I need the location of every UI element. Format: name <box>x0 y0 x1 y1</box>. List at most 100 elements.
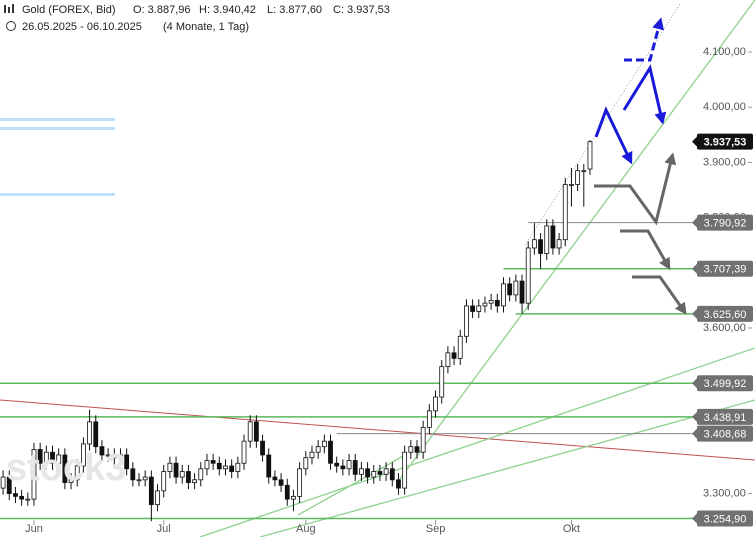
icon <box>12 4 14 13</box>
icon <box>8 7 10 13</box>
level-box <box>697 510 753 527</box>
candle-body <box>365 468 370 478</box>
candle-body <box>464 305 469 337</box>
candle-body <box>426 410 432 428</box>
candle-body <box>519 280 525 304</box>
candle-body <box>50 451 55 464</box>
candle-body <box>439 366 445 398</box>
ohlc-open: O: 3.887,96 <box>133 4 191 16</box>
zone <box>0 127 115 130</box>
ohlc-close: C: 3.937,53 <box>333 4 390 16</box>
level-label: 3.408,68 <box>704 429 747 441</box>
header: Gold (FOREX, Bid) O: 3.887,96 H: 3.940,4… <box>4 4 390 33</box>
level-label: 3.438,91 <box>704 412 747 424</box>
level-pointer <box>692 217 697 228</box>
candle-body <box>488 300 494 304</box>
candle-body <box>476 305 482 312</box>
period-note: (4 Monate, 1 Tag) <box>163 21 249 33</box>
candle-body <box>105 454 111 457</box>
candle-body <box>272 476 278 481</box>
candle-body <box>0 476 6 489</box>
candle-body <box>210 460 216 464</box>
trendline <box>396 0 755 484</box>
candle-body <box>587 141 593 170</box>
arrow <box>622 64 667 125</box>
level-box <box>697 425 753 442</box>
candle-body <box>62 454 68 483</box>
candle-body <box>74 465 80 481</box>
candle-body <box>235 462 241 472</box>
candle-body <box>19 495 25 500</box>
candle-body <box>494 300 500 307</box>
candle-body <box>118 454 123 459</box>
candle-body <box>433 396 438 412</box>
candle-body <box>278 479 284 486</box>
trendline <box>259 399 755 537</box>
arrow <box>594 106 633 165</box>
candle-body <box>383 468 389 475</box>
candle-body <box>531 239 537 249</box>
level-box <box>697 375 753 392</box>
arrow <box>620 229 671 271</box>
last-price-label: 3.937,53 <box>704 137 747 149</box>
level-pointer <box>692 308 697 319</box>
candle-body <box>6 476 12 495</box>
level-label: 3.254,90 <box>704 513 747 525</box>
level-label: 3.625,60 <box>704 309 747 321</box>
candle-body <box>198 468 204 481</box>
candle-body <box>192 479 198 483</box>
candle-body <box>99 446 105 456</box>
watermark: stock3 <box>6 447 126 489</box>
candle-body <box>87 421 92 445</box>
arrow <box>624 17 664 62</box>
last-price-pointer <box>692 136 697 147</box>
candle-body <box>186 471 191 483</box>
candle-body <box>328 440 333 464</box>
candle-body <box>420 426 426 453</box>
period: 26.05.2025 - 06.10.2025 <box>22 21 142 33</box>
candle-body <box>334 462 340 467</box>
candle-body <box>389 468 395 481</box>
instrument: Gold (FOREX, Bid) <box>22 4 116 16</box>
level-label: 3.790,92 <box>704 218 747 230</box>
candle-body <box>544 225 550 254</box>
trendline <box>524 3 681 246</box>
candle-body <box>291 495 296 500</box>
candle-body <box>253 421 259 442</box>
zone <box>0 193 115 196</box>
candle-body <box>223 465 228 470</box>
candle-body <box>148 476 154 506</box>
candle-body <box>204 460 210 470</box>
candle-body <box>581 170 587 173</box>
candle-body <box>142 476 148 481</box>
candle-body <box>501 283 506 307</box>
candle-body <box>575 170 581 185</box>
candle-body <box>56 454 62 464</box>
x-tick-label: Jul <box>157 523 171 535</box>
candle-body <box>229 465 235 472</box>
level-box <box>697 260 753 277</box>
projections <box>594 17 687 315</box>
ohlc-low: L: 3.877,60 <box>267 4 322 16</box>
candle-body <box>556 239 562 249</box>
level-box <box>697 305 753 322</box>
candle-body <box>414 446 420 453</box>
candle-body <box>266 454 272 478</box>
last-price-box <box>697 133 753 150</box>
price-labels: 3.790,92 3.707,39 3.625,60 3.499,92 3.438,91… <box>692 133 753 527</box>
x-tick-label: Aug <box>296 523 316 535</box>
y-tick-label: 3.900,00 <box>703 156 746 168</box>
candle-body <box>161 471 167 492</box>
trendline <box>0 399 755 461</box>
arrow <box>594 152 677 226</box>
candle-body <box>13 493 18 497</box>
candle-body <box>457 335 463 359</box>
level-pointer <box>692 428 697 439</box>
candle-body <box>173 462 179 478</box>
x-tick-label: Jun <box>25 523 43 535</box>
candle-body <box>358 468 364 475</box>
level-label: 3.707,39 <box>704 264 747 276</box>
candle-body <box>371 471 377 478</box>
